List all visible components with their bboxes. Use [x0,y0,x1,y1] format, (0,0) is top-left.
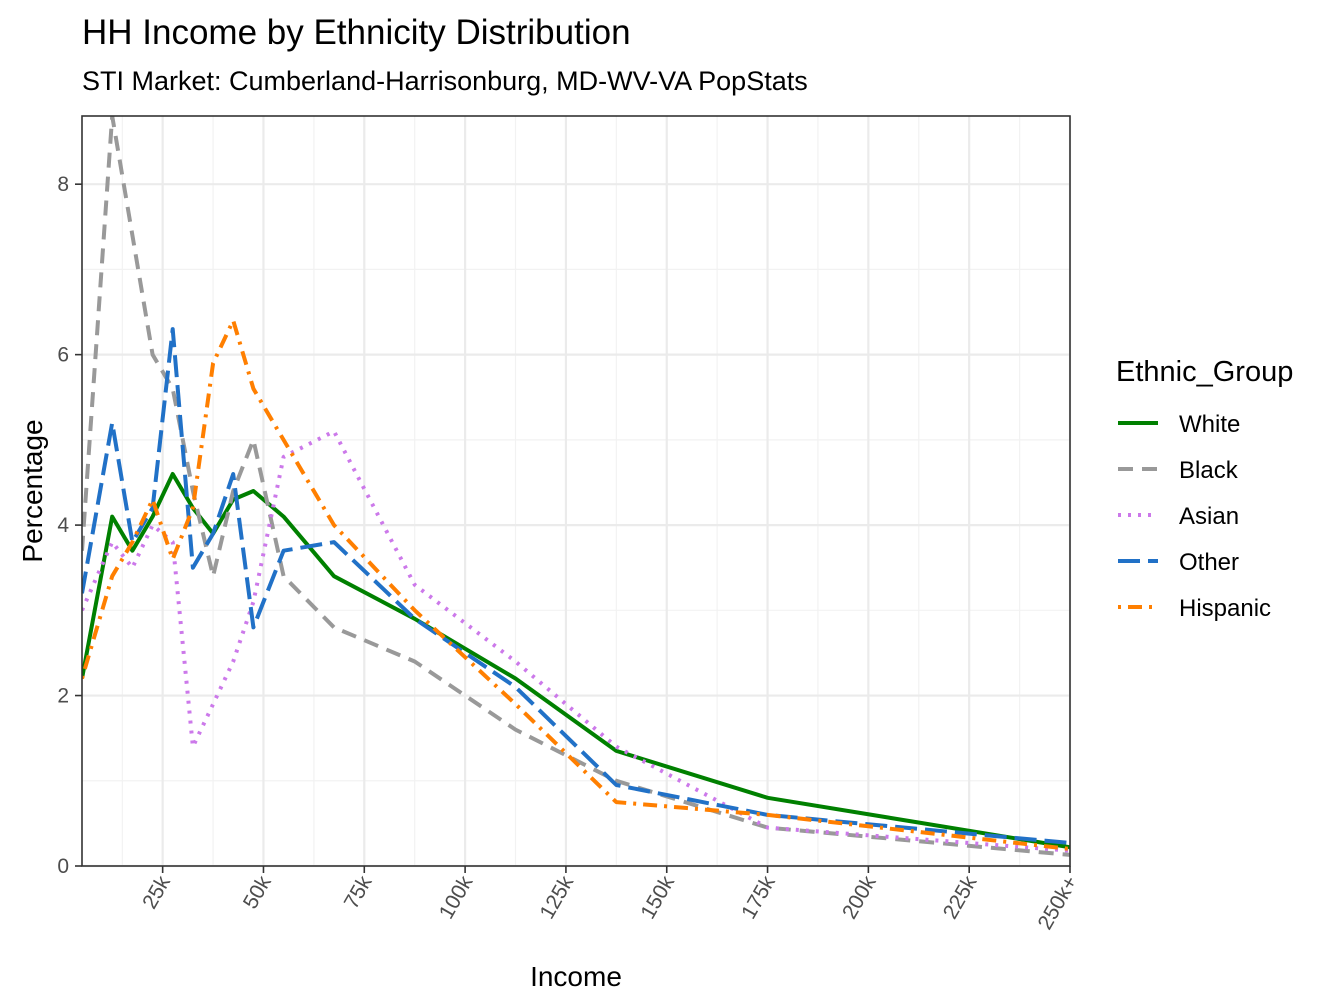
x-tick-label: 250k+ [1034,872,1083,934]
legend-label-hispanic: Hispanic [1179,595,1271,622]
legend-label-other: Other [1179,549,1239,576]
x-tick-label: 150k [636,872,679,923]
chart-title: HH Income by Ethnicity Distribution [82,13,631,52]
plot-area [81,115,1072,868]
legend: Ethnic_Group White Black Asian Other Hispani… [1116,356,1293,622]
x-tick-label: 75k [340,872,377,913]
x-axis: 25k 50k 75k 100k 125k 150k 175k 200k 225k 250k+ [138,866,1082,934]
legend-label-white: White [1179,411,1240,438]
y-tick-label: 2 [57,685,69,708]
x-tick-label: 125k [536,872,579,923]
x-tick-label: 200k [838,872,881,923]
x-tick-label: 175k [737,872,780,923]
grid-minor [82,116,1070,866]
x-axis-title: Income [530,961,622,992]
y-tick-label: 6 [57,344,69,367]
chart-subtitle: STI Market: Cumberland-Harrisonburg, MD-… [82,66,808,96]
y-axis: 0 2 4 6 8 [57,173,82,878]
x-tick-label: 225k [939,872,982,923]
y-axis-title: Percentage [17,419,48,562]
series-line-hispanic [82,318,1070,851]
x-tick-label: 100k [435,872,478,923]
legend-items: White Black Asian Other Hispanic [1118,411,1271,622]
series-lines [82,116,1070,857]
legend-label-black: Black [1179,457,1239,484]
plot-border [81,115,1071,867]
series-line-white [82,472,1070,850]
y-tick-label: 4 [57,514,69,537]
series-line-asian [82,429,1070,853]
y-tick-label: 8 [57,173,69,196]
x-tick-label: 50k [239,872,276,913]
plot-background [82,116,1070,866]
x-tick-label: 25k [138,872,175,913]
legend-label-asian: Asian [1179,503,1239,530]
y-tick-label: 0 [57,855,69,878]
legend-title: Ethnic_Group [1116,356,1293,388]
